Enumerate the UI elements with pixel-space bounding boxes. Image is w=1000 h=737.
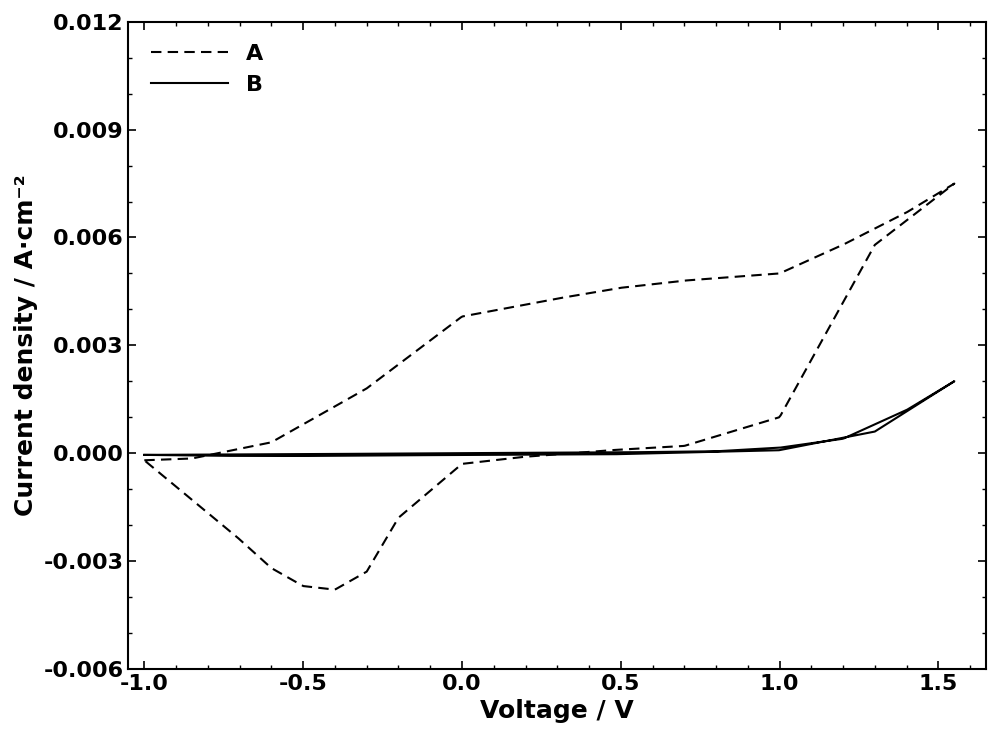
A	[456, 459, 468, 468]
B	[265, 452, 277, 461]
Y-axis label: Current density / A·cm⁻²: Current density / A·cm⁻²	[14, 175, 38, 516]
B	[271, 450, 283, 458]
A	[948, 179, 960, 188]
B	[138, 450, 150, 459]
B	[627, 450, 639, 458]
B	[296, 452, 308, 461]
A	[138, 456, 150, 465]
A	[328, 585, 340, 594]
A	[271, 435, 283, 444]
A	[138, 456, 150, 465]
A	[265, 563, 277, 572]
A	[812, 343, 824, 352]
B	[812, 439, 824, 447]
Line: A: A	[144, 184, 954, 590]
A	[304, 582, 316, 591]
B	[306, 452, 318, 461]
B	[948, 377, 960, 385]
Legend: A, B: A, B	[140, 33, 275, 106]
B	[138, 450, 150, 459]
A	[627, 444, 639, 453]
B	[456, 450, 468, 459]
Line: B: B	[144, 381, 954, 456]
X-axis label: Voltage / V: Voltage / V	[480, 699, 634, 723]
